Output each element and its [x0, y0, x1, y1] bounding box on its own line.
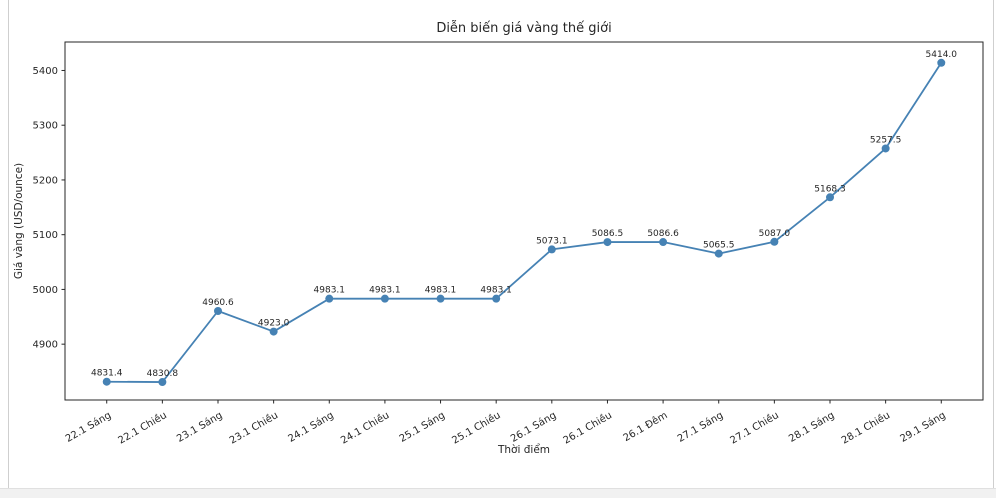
data-point-marker [214, 306, 222, 315]
data-point-marker [603, 238, 612, 247]
data-point-label: 4983.1 [425, 286, 457, 296]
x-tick-label: 27.1 Sáng [675, 409, 725, 445]
page-bottom-edge [0, 488, 996, 498]
data-point-marker [714, 249, 723, 258]
data-point-label: 4831.4 [91, 369, 123, 379]
data-point-marker [436, 294, 445, 303]
data-point-label: 4960.6 [202, 298, 234, 308]
y-tick-label: 5000 [33, 285, 58, 296]
data-point-label: 5073.1 [536, 236, 568, 246]
data-point-label: 4923.0 [258, 319, 290, 329]
x-tick-label: 23.1 Sáng [175, 409, 225, 445]
plot-border [64, 41, 984, 401]
data-point-label: 5414.0 [926, 50, 958, 60]
x-tick-label: 26.1 Chiều [561, 409, 614, 446]
x-tick-label: 28.1 Chiều [839, 409, 892, 446]
data-point-label: 4983.1 [314, 286, 346, 296]
data-point-label: 4983.1 [480, 286, 512, 296]
y-tick-label: 5400 [33, 66, 58, 77]
y-tick-label: 4900 [33, 340, 58, 351]
data-point-marker [325, 294, 334, 303]
x-tick-label: 22.1 Chiều [116, 409, 169, 446]
x-tick-label: 24.1 Chiều [339, 409, 392, 446]
x-tick-label: 26.1 Sáng [508, 409, 558, 445]
price-line [106, 62, 943, 383]
data-point-marker [102, 377, 111, 386]
page-card [8, 0, 994, 488]
data-point-marker [659, 238, 668, 247]
data-point-label: 5086.6 [647, 229, 679, 239]
data-point-label: 4830.8 [147, 369, 179, 379]
data-point-marker [158, 378, 167, 387]
data-point-label: 5257.5 [870, 135, 902, 145]
data-point-label: 5168.3 [814, 184, 846, 194]
data-point-marker [269, 327, 278, 336]
data-point-marker [547, 245, 556, 254]
data-point-label: 5065.5 [703, 241, 735, 251]
x-tick-label: 25.1 Chiều [450, 409, 503, 446]
data-point-marker [380, 294, 389, 303]
data-point-marker [937, 58, 946, 67]
data-point-marker [826, 193, 834, 202]
y-tick-label: 5100 [33, 230, 58, 241]
data-point-marker [770, 237, 779, 246]
data-point-label: 5086.5 [592, 229, 624, 239]
x-axis-title: Thời điểm [497, 444, 551, 456]
chart-title: Diễn biến giá vàng thế giới [436, 21, 612, 36]
y-tick-label: 5200 [33, 175, 58, 186]
data-point-marker [492, 294, 501, 303]
x-tick-label: 22.1 Sáng [63, 409, 113, 445]
y-tick-label: 5300 [33, 121, 58, 132]
x-tick-label: 28.1 Sáng [787, 409, 837, 445]
x-tick-label: 25.1 Sáng [397, 409, 447, 445]
x-tick-label: 29.1 Sáng [898, 409, 948, 445]
data-point-label: 5087.0 [759, 229, 791, 239]
x-tick-label: 23.1 Chiều [227, 409, 280, 446]
data-point-marker [881, 144, 890, 153]
x-tick-label: 27.1 Chiều [728, 409, 781, 446]
x-tick-label: 26.1 Đêm [621, 409, 670, 444]
x-tick-label: 24.1 Sáng [286, 409, 336, 445]
data-point-label: 4983.1 [369, 286, 401, 296]
